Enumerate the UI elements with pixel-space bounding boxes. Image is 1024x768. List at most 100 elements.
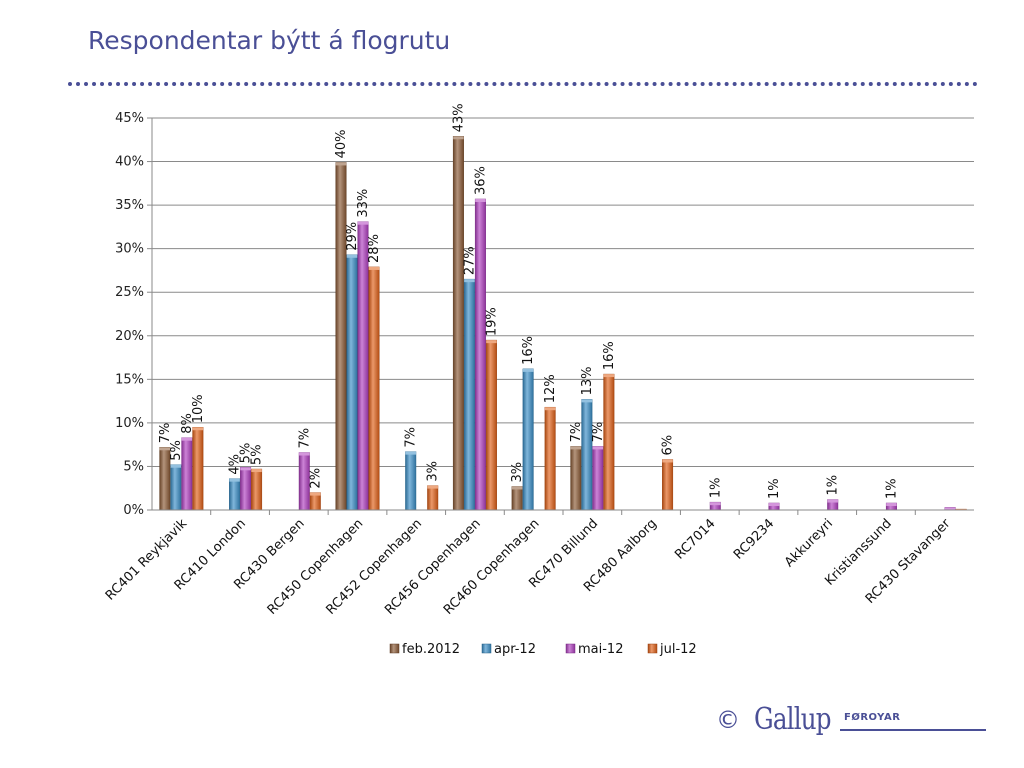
- data-label: 7%: [569, 422, 584, 443]
- bar: [544, 406, 556, 511]
- bar: [240, 467, 252, 511]
- title-divider: [68, 82, 978, 86]
- bar-cap: [475, 199, 486, 203]
- page-title: Respondentar býtt á flogrutu: [88, 26, 451, 55]
- bar-cap: [229, 478, 240, 482]
- bar: [181, 437, 193, 511]
- bar: [405, 451, 417, 511]
- bars: 7%5%8%10%4%5%5%7%2%40%29%33%28%7%3%43%27…: [158, 103, 967, 511]
- bar-cap: [886, 503, 897, 507]
- bar: [592, 446, 604, 511]
- bar-cap: [581, 399, 593, 403]
- bar-cap: [464, 279, 475, 283]
- x-tick-label: RC456 Copenhagen: [382, 516, 484, 618]
- bar-cap: [453, 136, 464, 140]
- bar: [485, 339, 497, 511]
- copyright-symbol: ©: [716, 706, 740, 734]
- bar: [368, 266, 380, 511]
- y-tick-label: 20%: [115, 329, 144, 344]
- data-label: 28%: [367, 234, 382, 263]
- data-label: 3%: [426, 461, 441, 482]
- bar-cap: [368, 266, 380, 270]
- bar-cap: [710, 502, 721, 506]
- bar-cap: [346, 254, 358, 258]
- data-label: 1%: [767, 478, 782, 499]
- x-tick-label: RC7014: [672, 516, 718, 562]
- data-label: 7%: [591, 422, 606, 443]
- y-tick-label: 25%: [115, 285, 144, 300]
- y-tick-label: 30%: [115, 242, 144, 257]
- data-label: 40%: [334, 130, 349, 159]
- data-label: 2%: [308, 468, 323, 489]
- bar-cap: [170, 464, 182, 468]
- data-label: 10%: [191, 394, 206, 423]
- bar: [522, 368, 534, 511]
- bar-cap: [570, 446, 582, 450]
- data-label: 5%: [239, 443, 254, 464]
- y-tick-label: 35%: [115, 198, 144, 213]
- data-label: 43%: [451, 103, 466, 132]
- bar-cap: [944, 507, 956, 510]
- legend-swatch: [647, 643, 658, 654]
- bar: [357, 221, 369, 511]
- data-label: 1%: [884, 478, 899, 499]
- legend-swatch: [481, 643, 492, 654]
- bar-chart: 0%5%10%15%20%25%30%35%40%45% 7%5%8%10%4%…: [103, 103, 974, 657]
- bar: [463, 278, 475, 511]
- bar: [335, 162, 347, 511]
- bar-cap: [299, 452, 310, 456]
- bar-cap: [240, 467, 251, 471]
- data-label: 7%: [404, 427, 419, 448]
- bar-cap: [181, 437, 193, 441]
- bar: [581, 399, 593, 511]
- x-tick-label: RC401 Reykjavik: [103, 516, 191, 604]
- data-label: 4%: [228, 454, 243, 475]
- bar-cap: [827, 499, 838, 503]
- data-label: 19%: [484, 307, 499, 336]
- x-tick-label: RC452 Copenhagen: [323, 516, 425, 618]
- bar: [192, 426, 204, 511]
- bar: [474, 198, 486, 511]
- legend-swatch: [565, 643, 576, 654]
- data-label: 5%: [250, 444, 265, 465]
- bar-cap: [405, 451, 416, 455]
- x-tick-label: RC460 Copenhagen: [441, 516, 543, 618]
- data-label: 13%: [580, 366, 595, 395]
- data-label: 1%: [708, 478, 723, 499]
- bar-cap: [251, 469, 262, 473]
- gallup-logo: © Gallup FØROYAR: [716, 702, 988, 746]
- bar-cap: [544, 407, 556, 411]
- y-tick-label: 40%: [115, 155, 144, 170]
- bar: [251, 468, 263, 511]
- legend-swatch: [389, 643, 400, 654]
- x-tick-label: RC450 Copenhagen: [265, 516, 367, 618]
- bar: [170, 464, 182, 511]
- bar-cap: [603, 374, 615, 378]
- bar: [346, 254, 358, 511]
- bar-cap: [310, 492, 321, 496]
- data-label: 8%: [180, 413, 195, 434]
- data-label: 33%: [356, 189, 371, 218]
- data-label: 3%: [510, 462, 525, 483]
- data-label: 16%: [521, 336, 536, 365]
- y-tick-label: 45%: [115, 111, 144, 126]
- y-axis: 0% 5% 10% 15% 20% 25% 30% 35% 40% 45%: [115, 111, 153, 518]
- legend: feb.2012 apr-12 mai-12 jul-12: [389, 642, 697, 657]
- x-tick-label: Akkureyri: [782, 516, 836, 570]
- bar-cap: [522, 368, 534, 372]
- bar: [570, 446, 582, 511]
- y-tick-label: 0%: [123, 503, 144, 518]
- bar-cap: [768, 503, 780, 507]
- bar-cap: [511, 486, 523, 490]
- data-label: 27%: [462, 246, 477, 275]
- data-label: 6%: [661, 435, 676, 456]
- bar: [662, 459, 674, 511]
- logo-underline: [840, 729, 986, 731]
- bar-cap: [662, 459, 673, 463]
- data-label: 5%: [169, 440, 184, 461]
- bar-cap: [159, 447, 171, 451]
- data-label: 29%: [345, 222, 360, 251]
- legend-label: mai-12: [578, 642, 623, 657]
- legend-label: apr-12: [494, 642, 536, 657]
